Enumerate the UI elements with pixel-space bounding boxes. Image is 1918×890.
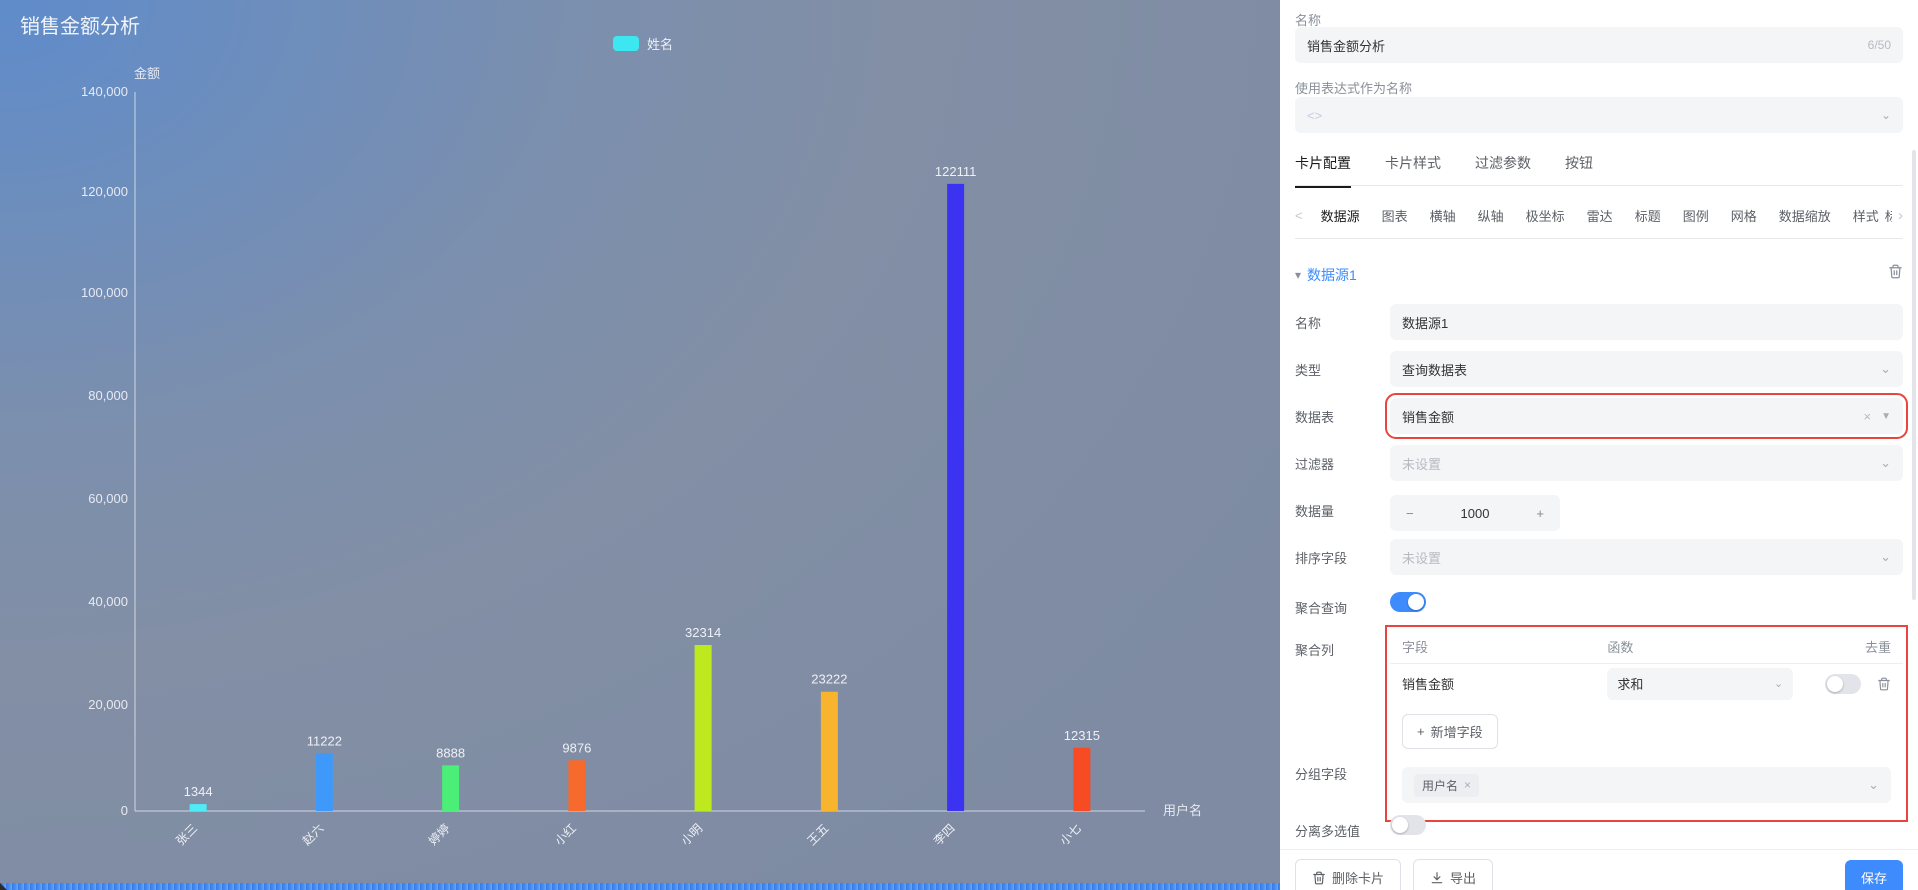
svg-text:120,000: 120,000 xyxy=(81,184,128,199)
svg-text:张三: 张三 xyxy=(173,821,200,848)
svg-text:20,000: 20,000 xyxy=(88,697,128,712)
svg-text:金额: 金额 xyxy=(134,66,160,81)
svg-text:23222: 23222 xyxy=(811,672,847,687)
svg-text:0: 0 xyxy=(121,803,128,818)
svg-text:小明: 小明 xyxy=(678,821,705,848)
svg-text:140,000: 140,000 xyxy=(81,84,128,99)
svg-text:9876: 9876 xyxy=(562,740,591,755)
svg-text:32314: 32314 xyxy=(685,625,721,640)
svg-text:100,000: 100,000 xyxy=(81,285,128,300)
svg-text:婷婷: 婷婷 xyxy=(425,821,453,849)
svg-text:1344: 1344 xyxy=(184,784,213,799)
svg-text:李四: 李四 xyxy=(930,821,958,849)
svg-text:40,000: 40,000 xyxy=(88,594,128,609)
svg-text:11222: 11222 xyxy=(307,733,342,748)
svg-text:用户名: 用户名 xyxy=(1163,803,1202,818)
svg-text:60,000: 60,000 xyxy=(88,491,128,506)
svg-text:小七: 小七 xyxy=(1057,821,1084,848)
svg-text:8888: 8888 xyxy=(436,745,465,760)
svg-text:小红: 小红 xyxy=(551,821,579,849)
svg-text:王五: 王五 xyxy=(805,821,832,848)
svg-text:12315: 12315 xyxy=(1064,728,1100,743)
svg-text:赵六: 赵六 xyxy=(300,821,327,848)
svg-text:80,000: 80,000 xyxy=(88,388,128,403)
svg-text:122111: 122111 xyxy=(935,164,976,179)
